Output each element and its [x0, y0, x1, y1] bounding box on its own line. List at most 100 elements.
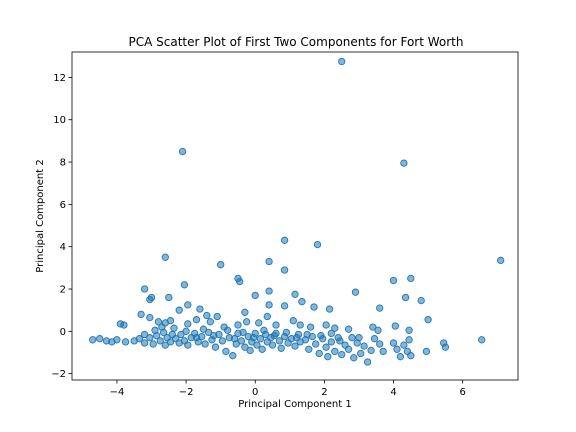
scatter-point — [407, 352, 415, 360]
scatter-point — [236, 277, 244, 286]
scatter-point — [158, 323, 166, 331]
scatter-point — [89, 336, 97, 344]
scatter-point — [327, 329, 335, 338]
scatter-point — [166, 317, 175, 325]
scatter-point — [253, 341, 261, 349]
scatter-point — [206, 318, 214, 326]
scatter-point — [405, 326, 413, 334]
y-tick-label: −2 — [51, 369, 66, 380]
scatter-point — [241, 343, 249, 351]
scatter-point — [166, 338, 175, 346]
x-axis-label: Principal Component 1 — [238, 399, 351, 410]
scatter-point — [223, 326, 232, 334]
scatter-point — [192, 334, 201, 342]
scatter-point — [246, 346, 254, 355]
scatter-point — [348, 334, 356, 342]
scatter-point — [363, 358, 372, 366]
scatter-point — [360, 342, 368, 350]
scatter-point — [315, 349, 323, 358]
scatter-point — [137, 310, 145, 319]
scatter-point — [280, 266, 289, 274]
scatter-point — [170, 324, 178, 332]
scatter-point — [389, 339, 398, 347]
scatter-point — [305, 345, 313, 353]
scatter-point — [280, 236, 289, 244]
scatter-point — [146, 334, 154, 342]
scatter-point — [234, 321, 242, 329]
scatter-point — [120, 321, 128, 329]
scatter-point — [178, 147, 187, 156]
scatter-point — [317, 331, 325, 340]
scatter-point — [249, 334, 258, 342]
scatter-point — [146, 313, 154, 322]
x-tick-label: 6 — [459, 387, 465, 398]
scatter-point — [211, 343, 220, 351]
scatter-point — [331, 324, 339, 332]
scatter-point — [313, 240, 322, 249]
scatter-point — [351, 288, 360, 296]
x-tick-label: 0 — [252, 387, 258, 398]
scatter-point — [400, 159, 408, 167]
scatter-point — [338, 350, 346, 359]
scatter-point — [149, 340, 157, 348]
scatter-point — [140, 339, 149, 347]
scatter-point — [379, 347, 387, 356]
scatter-point — [322, 343, 330, 351]
scatter-point — [265, 257, 273, 266]
y-tick-label: 0 — [60, 327, 66, 338]
scatter-point — [344, 325, 353, 333]
scatter-point — [405, 336, 413, 344]
scatter-point — [325, 305, 334, 313]
scatter-point — [344, 345, 353, 353]
scatter-point — [322, 321, 330, 329]
scatter-point — [192, 316, 201, 324]
scatter-point — [96, 335, 104, 343]
scatter-point — [161, 341, 169, 349]
scatter-point — [282, 328, 291, 337]
scatter-point — [374, 326, 382, 334]
scatter-point — [268, 341, 277, 349]
scatter-point — [303, 330, 311, 339]
x-tick-label: 2 — [321, 387, 327, 398]
scatter-point — [241, 308, 249, 316]
scatter-point — [331, 347, 339, 356]
scatter-point — [204, 328, 213, 337]
scatter-point — [272, 321, 280, 329]
y-axis: −2 0 2 4 6 8 10 12 — [51, 73, 72, 380]
scatter-point — [324, 353, 332, 361]
y-tick-label: 10 — [53, 115, 66, 126]
scatter-point — [376, 304, 384, 312]
scatter-point — [239, 328, 247, 337]
y-tick-label: 12 — [53, 73, 66, 84]
scatter-point — [203, 311, 211, 320]
scatter-point — [175, 306, 183, 314]
scatter-point — [336, 337, 344, 345]
scatter-point — [165, 293, 173, 302]
scatter-point — [441, 343, 450, 351]
scatter-point — [184, 301, 192, 309]
scatter-point — [376, 340, 384, 348]
scatter-point — [251, 291, 259, 300]
scatter-point — [217, 261, 225, 269]
scatter-point — [350, 354, 358, 362]
scatter-point — [230, 335, 239, 343]
scatter-point — [182, 327, 190, 335]
scatter-point — [275, 337, 284, 345]
chart-title: PCA Scatter Plot of First Two Components… — [128, 35, 463, 49]
x-tick-label: −2 — [179, 387, 194, 398]
scatter-point — [242, 318, 251, 326]
scatter-point — [229, 352, 237, 360]
scatter-point — [210, 331, 218, 340]
scatter-point — [258, 345, 266, 353]
scatter-point — [417, 296, 425, 305]
plot-frame — [71, 51, 519, 381]
scatter-point — [369, 323, 377, 331]
scatter-point — [497, 256, 505, 265]
scatter-point — [154, 318, 163, 326]
scatter-point — [135, 335, 144, 343]
scatter-point — [424, 316, 432, 324]
scatter-point — [140, 285, 149, 293]
x-tick-label: 4 — [390, 387, 396, 398]
